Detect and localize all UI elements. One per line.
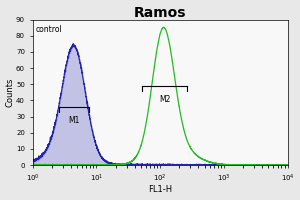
Text: M2: M2 [159, 95, 170, 104]
X-axis label: FL1-H: FL1-H [148, 185, 172, 194]
Text: control: control [36, 25, 62, 34]
Title: Ramos: Ramos [134, 6, 186, 20]
Y-axis label: Counts: Counts [6, 78, 15, 107]
Text: M1: M1 [68, 116, 80, 125]
